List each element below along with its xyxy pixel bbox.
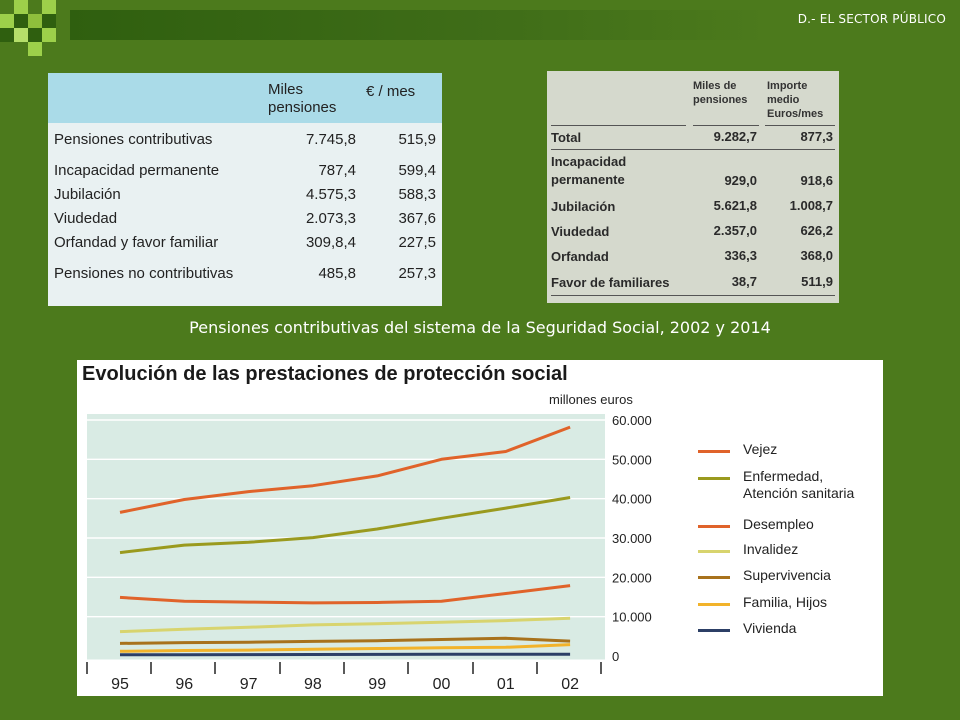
col-header-miles: Miles de pensiones — [693, 80, 748, 106]
col-header-euros: € / mes — [366, 83, 416, 100]
series-line — [119, 636, 571, 645]
y-tick-label: 30.000 — [612, 531, 652, 546]
header-rule — [693, 125, 759, 126]
x-tick-label: 00 — [433, 676, 451, 693]
col-header-miles: Miles pensiones — [268, 81, 337, 116]
y-tick-label: 60.000 — [612, 413, 652, 428]
row-euros: 588,3 — [398, 186, 436, 203]
legend-swatch — [698, 477, 730, 480]
col-header-importe: Importe medio Euros/mes — [767, 80, 824, 120]
chart-panel: Evolución de las prestaciones de protecc… — [77, 360, 883, 696]
legend-swatch — [698, 525, 730, 528]
series-line — [119, 616, 571, 634]
row-euros: 918,6 — [800, 173, 833, 188]
row-miles: 2.357,0 — [713, 223, 757, 238]
row-miles: 787,4 — [318, 162, 356, 179]
row-label: Pensiones contributivas — [54, 131, 213, 148]
legend-swatch — [698, 629, 730, 632]
pensions-table-2014: Miles de pensiones Importe medio Euros/m… — [547, 71, 839, 303]
series-line — [119, 652, 571, 657]
section-label: D.- EL SECTOR PÚBLICO — [797, 12, 946, 26]
row-miles: 309,8,4 — [305, 234, 356, 251]
row-euros: 599,4 — [398, 162, 436, 179]
row-label: Orfandad — [551, 249, 609, 264]
y-tick-label: 50.000 — [612, 452, 652, 467]
y-tick-label: 20.000 — [612, 570, 652, 585]
header-decoration — [0, 0, 70, 60]
row-label: Favor de familiares — [551, 275, 670, 290]
x-tick-label: 01 — [497, 676, 515, 693]
series-line — [119, 643, 571, 653]
row-euros: 367,6 — [398, 210, 436, 227]
line-chart: 60.000 50.000 40.000 30.000 20.000 10.000 0 mil… — [86, 392, 652, 693]
row-label: Incapacidad permanente — [551, 154, 627, 187]
row-label: Total — [551, 130, 582, 145]
total-rule — [551, 149, 835, 150]
legend-swatch — [698, 603, 730, 606]
chart-title: Evolución de las prestaciones de protecc… — [82, 363, 568, 385]
row-label: Jubilación — [551, 199, 616, 214]
x-tick-label: 95 — [111, 676, 129, 693]
row-euros: 515,9 — [398, 131, 436, 148]
row-euros: 257,3 — [398, 265, 436, 282]
x-tick-label: 98 — [304, 676, 322, 693]
header-rule — [551, 125, 686, 126]
row-miles: 38,7 — [731, 274, 757, 289]
table-header-row — [48, 73, 442, 123]
bottom-rule — [551, 295, 835, 296]
row-euros: 1.008,7 — [789, 198, 833, 213]
legend-label: Vejez — [743, 441, 778, 457]
row-miles: 929,0 — [724, 173, 757, 188]
row-miles: 9.282,7 — [713, 129, 757, 144]
row-euros: 877,3 — [800, 129, 833, 144]
series-line — [119, 584, 571, 605]
unit-label: millones euros — [549, 392, 633, 407]
row-miles: 7.745,8 — [305, 131, 356, 148]
row-miles: 485,8 — [318, 265, 356, 282]
y-tick-label: 0 — [612, 649, 619, 664]
header-rule — [765, 125, 835, 126]
series-line — [119, 425, 571, 514]
legend-label: Supervivencia — [743, 567, 831, 583]
series-line — [119, 496, 571, 555]
legend-label: Enfermedad, Atención sanitaria — [743, 468, 855, 501]
row-euros: 227,5 — [398, 234, 436, 251]
pensions-table-2002: Miles pensiones € / mes Pensiones contri… — [48, 73, 442, 306]
legend-swatch — [698, 576, 730, 579]
row-miles: 2.073,3 — [305, 210, 356, 227]
row-label: Incapacidad permanente — [54, 162, 220, 179]
x-tick-label: 02 — [561, 676, 579, 693]
x-tick-label: 97 — [240, 676, 258, 693]
row-euros: 368,0 — [800, 248, 833, 263]
legend-label: Familia, Hijos — [743, 594, 828, 610]
row-euros: 626,2 — [800, 223, 833, 238]
x-tick-label: 96 — [175, 676, 193, 693]
header-band — [70, 10, 770, 40]
row-euros: 511,9 — [801, 274, 833, 289]
row-label: Pensiones no contributivas — [54, 265, 234, 282]
row-miles: 4.575,3 — [305, 186, 356, 203]
legend-swatch — [698, 550, 730, 553]
legend-label: Desempleo — [743, 516, 814, 532]
row-label: Orfandad y favor familiar — [54, 234, 219, 251]
y-tick-label: 10.000 — [612, 610, 652, 625]
legend-label: Vivienda — [743, 620, 797, 636]
y-tick-label: 40.000 — [612, 492, 652, 507]
row-miles: 336,3 — [724, 248, 757, 263]
tables-caption: Pensiones contributivas del sistema de l… — [189, 318, 771, 337]
row-label: Jubilación — [54, 186, 121, 203]
row-label: Viudedad — [551, 224, 610, 239]
legend-swatch — [698, 450, 730, 453]
legend-label: Invalidez — [743, 541, 799, 557]
x-tick-label: 99 — [368, 676, 386, 693]
row-label: Viudedad — [54, 210, 118, 227]
row-miles: 5.621,8 — [713, 198, 757, 213]
